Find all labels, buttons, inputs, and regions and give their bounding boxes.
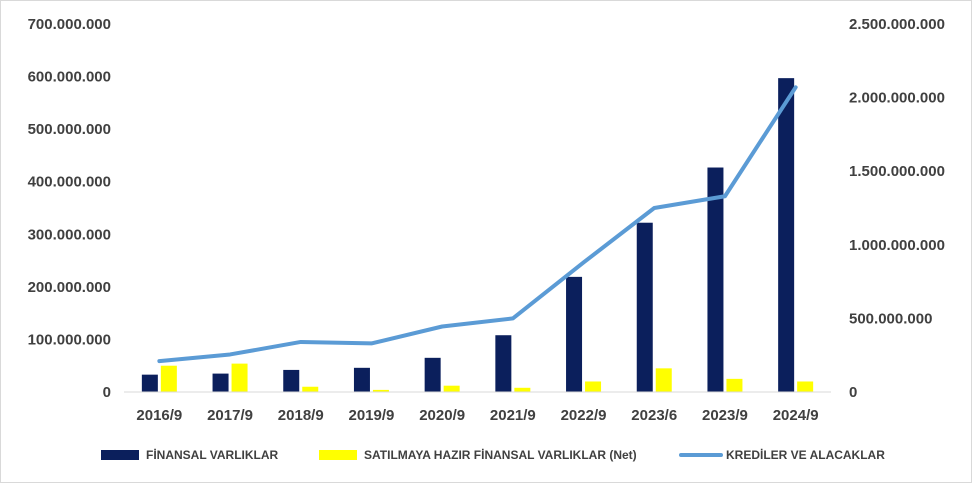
bar-finansal-varliklar	[778, 78, 795, 393]
bars-layer	[124, 78, 831, 393]
category-label: 2016/9	[136, 407, 182, 424]
right-tick-label: 500.000.000	[849, 310, 932, 327]
right-axis: 0 500.000.000 1.000.000.000 1.500.000.000 2.…	[849, 16, 945, 401]
right-tick-label: 1.000.000.000	[849, 237, 945, 254]
bar-satilmaya-hazir	[797, 381, 814, 392]
bar-satilmaya-hazir	[302, 386, 319, 392]
bar-finansal-varliklar	[353, 367, 370, 392]
bar-finansal-varliklar	[141, 374, 158, 392]
category-label: 2023/6	[631, 407, 677, 424]
bar-finansal-varliklar	[566, 276, 583, 392]
legend-label: SATILMAYA HAZIR FİNANSAL VARLIKLAR (Net)	[364, 447, 637, 462]
category-label: 2024/9	[773, 407, 819, 424]
right-tick-label: 2.500.000.000	[849, 16, 945, 33]
category-label: 2019/9	[349, 407, 395, 424]
left-tick-label: 600.000.000	[28, 69, 111, 86]
right-tick-label: 0	[849, 384, 857, 401]
bar-finansal-varliklar	[707, 167, 724, 392]
category-label: 2017/9	[207, 407, 253, 424]
bar-satilmaya-hazir	[726, 378, 743, 392]
category-label: 2022/9	[561, 407, 607, 424]
right-tick-label: 2.000.000.000	[849, 90, 945, 107]
bar-finansal-varliklar	[283, 369, 300, 392]
bar-finansal-varliklar	[424, 357, 441, 392]
left-tick-label: 500.000.000	[28, 121, 111, 138]
legend-label: KREDİLER VE ALACAKLAR	[726, 447, 885, 462]
legend: FİNANSAL VARLIKLAR SATILMAYA HAZIR FİNANS…	[101, 447, 885, 462]
bar-finansal-varliklar	[212, 373, 229, 392]
category-label: 2021/9	[490, 407, 536, 424]
category-axis: 2016/9 2017/9 2018/9 2019/9 2020/9 2021/9 2022…	[136, 407, 818, 424]
bar-finansal-varliklar	[495, 335, 512, 392]
line-layer	[157, 85, 798, 364]
line-krediler-ve-alacaklar	[157, 85, 798, 364]
left-tick-label: 200.000.000	[28, 279, 111, 296]
legend-swatch	[319, 450, 357, 460]
category-label: 2023/9	[702, 407, 748, 424]
legend-swatch	[101, 450, 139, 460]
bar-satilmaya-hazir	[443, 385, 460, 392]
bar-satilmaya-hazir	[585, 381, 602, 392]
bar-satilmaya-hazir	[655, 368, 672, 392]
bar-satilmaya-hazir	[231, 363, 248, 392]
left-tick-label: 300.000.000	[28, 226, 111, 243]
right-tick-label: 1.500.000.000	[849, 163, 945, 180]
bar-satilmaya-hazir	[514, 387, 531, 392]
left-axis: 0 100.000.000 200.000.000 300.000.000 400.00…	[28, 16, 111, 401]
category-label: 2018/9	[278, 407, 324, 424]
bar-satilmaya-hazir	[372, 389, 389, 392]
bar-finansal-varliklar	[636, 222, 653, 392]
left-tick-label: 400.000.000	[28, 174, 111, 191]
bar-satilmaya-hazir	[160, 365, 177, 392]
left-tick-label: 100.000.000	[28, 331, 111, 348]
left-tick-label: 0	[103, 384, 111, 401]
category-label: 2020/9	[419, 407, 465, 424]
left-tick-label: 700.000.000	[28, 16, 111, 33]
legend-label: FİNANSAL VARLIKLAR	[146, 447, 279, 462]
